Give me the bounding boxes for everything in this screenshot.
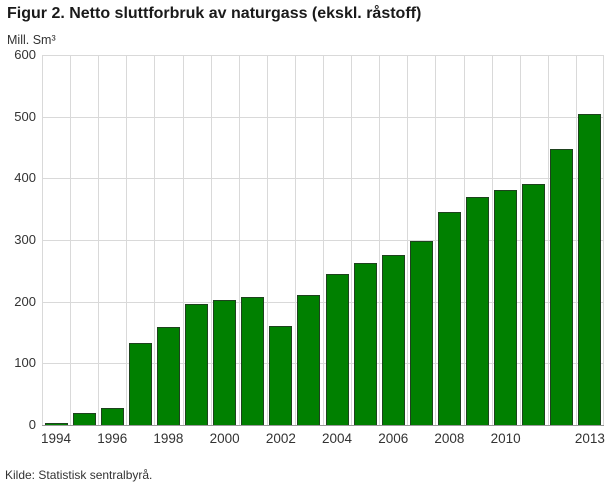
gridline-vertical-20 — [603, 55, 604, 425]
bar-2004 — [325, 273, 349, 425]
bar-2011 — [522, 183, 546, 425]
x-tick-label-2000: 2000 — [209, 431, 240, 446]
bar-1994 — [44, 422, 68, 425]
bar-1996 — [100, 407, 124, 425]
gridline-vertical-12 — [379, 55, 381, 425]
x-axis: 1994 1996 1998 2000 2002 2004 2006 2008 2010 2013 — [0, 431, 610, 449]
gridline-vertical-10 — [323, 55, 324, 425]
y-tick-label-200: 200 — [14, 293, 36, 309]
x-tick-label-1994: 1994 — [41, 431, 72, 446]
bar-1999 — [185, 303, 209, 425]
gridline-vertical-2 — [98, 55, 100, 425]
bar-2008 — [437, 211, 461, 425]
bar-1998 — [156, 326, 180, 425]
bar-2006 — [381, 254, 405, 425]
bar-1997 — [128, 342, 152, 425]
bar-2010 — [494, 190, 518, 425]
x-tick-label-2010: 2010 — [490, 431, 521, 446]
gridline-vertical-18 — [547, 55, 549, 425]
x-tick-label-2006: 2006 — [378, 431, 409, 446]
x-tick-label-2008: 2008 — [434, 431, 465, 446]
gridline-vertical-11 — [351, 55, 353, 425]
gridline-vertical-14 — [435, 55, 437, 425]
bar-2001 — [241, 296, 265, 425]
y-tick-label-0: 0 — [28, 417, 36, 432]
gridline-vertical-17 — [519, 55, 521, 425]
gridline-vertical-0 — [42, 55, 43, 425]
gridline-vertical-16 — [491, 55, 493, 425]
x-tick-label-1996: 1996 — [97, 431, 128, 446]
gridline-vertical-6 — [210, 55, 212, 425]
bar-2009 — [466, 196, 490, 425]
gridline-vertical-19 — [575, 55, 577, 425]
gridline-vertical-15 — [463, 55, 465, 425]
gridline-vertical-1 — [70, 55, 72, 425]
bar-1995 — [72, 412, 96, 425]
y-tick-label-300: 300 — [14, 232, 36, 247]
bar-2005 — [353, 263, 377, 425]
bar-2007 — [409, 240, 433, 425]
y-tick-label-400: 400 — [14, 170, 36, 186]
gridline-vertical-7 — [238, 55, 240, 425]
gridline-vertical-13 — [407, 55, 409, 425]
source-note: Kilde: Statistisk sentralbyrå. — [5, 468, 153, 482]
y-tick-label-500: 500 — [14, 108, 36, 124]
bar-2000 — [213, 299, 237, 425]
y-axis: 0 100 200 300 400 500 600 — [0, 48, 36, 432]
bar-2013 — [578, 113, 602, 425]
y-tick-label-100: 100 — [14, 355, 36, 371]
bar-2012 — [550, 148, 574, 425]
plot-area — [42, 55, 604, 426]
gridline-vertical-5 — [182, 55, 184, 425]
x-tick-label-2004: 2004 — [322, 431, 353, 446]
x-tick-label-2013: 2013 — [574, 431, 605, 446]
bar-2002 — [269, 326, 293, 425]
x-tick-label-2002: 2002 — [265, 431, 296, 446]
bar-2003 — [297, 294, 321, 425]
gridline-vertical-4 — [154, 55, 156, 425]
gridline-vertical-9 — [294, 55, 296, 425]
gridline-vertical-8 — [266, 55, 268, 425]
y-axis-unit-label: Mill. Sm³ — [7, 33, 56, 47]
gridline-vertical-3 — [126, 55, 128, 425]
chart-title: Figur 2. Netto sluttforbruk av naturgass… — [7, 5, 422, 22]
x-tick-label-1998: 1998 — [153, 431, 184, 446]
y-tick-label-600: 600 — [14, 47, 36, 62]
